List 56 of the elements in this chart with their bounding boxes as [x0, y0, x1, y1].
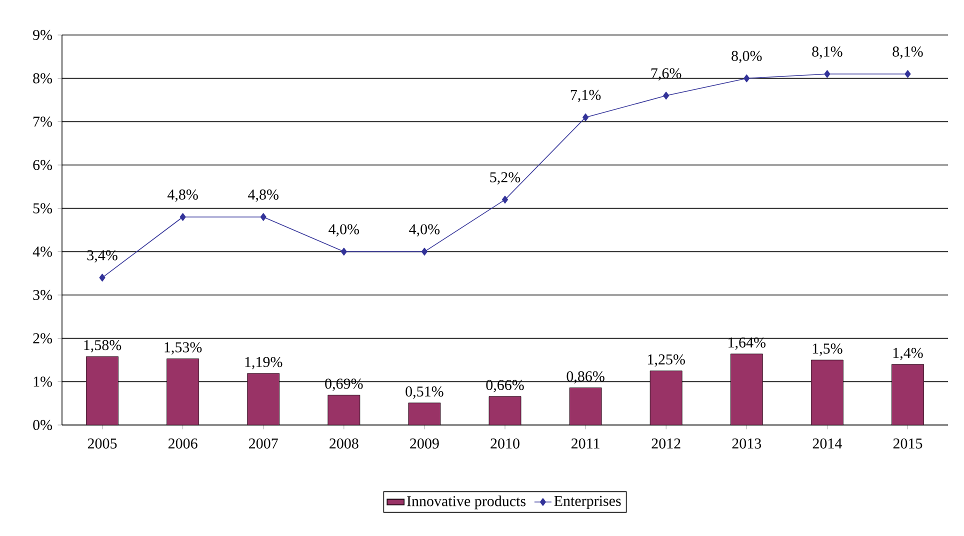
data-label: 0,51%: [406, 386, 444, 399]
data-label: 4,8%: [248, 190, 278, 202]
x-tick-label: 2011: [571, 438, 600, 449]
legend-label: Enterprises: [554, 496, 621, 510]
y-tick-label: 0%: [33, 420, 52, 430]
y-tick-label: 3%: [33, 290, 52, 300]
point: [502, 196, 508, 204]
data-label: 7,1%: [570, 90, 601, 102]
data-label: 5,2%: [490, 172, 520, 184]
data-label: 8,1%: [892, 46, 923, 59]
data-label: 8,0%: [732, 50, 762, 64]
data-label: 1,25%: [648, 354, 685, 367]
y-tick-label: 4%: [32, 246, 52, 257]
y-tick-label: 1%: [34, 376, 52, 387]
y-tick-label: 9%: [33, 30, 52, 40]
y-tick-label: 6%: [33, 160, 52, 170]
point: [824, 70, 830, 78]
data-label: 1,19%: [245, 356, 282, 370]
y-tick-label: 2%: [33, 333, 52, 344]
point: [260, 213, 266, 221]
data-label: 8,1%: [812, 46, 842, 59]
x-tick-label: 2010: [490, 438, 520, 449]
x-tick-label: 2013: [732, 438, 762, 449]
data-label: 0,66%: [486, 380, 524, 392]
data-label: 0,69%: [325, 378, 363, 391]
data-label: 4,0%: [409, 224, 440, 236]
data-label: 1,53%: [164, 342, 202, 355]
data-label: 0,86%: [566, 371, 604, 384]
point: [99, 274, 106, 282]
y-tick-label: 8%: [33, 73, 52, 84]
x-tick-label: 2015: [893, 438, 922, 449]
x-tick-label: 2006: [168, 438, 198, 449]
data-label: 1,58%: [84, 340, 122, 352]
data-label: 3,4%: [87, 250, 118, 262]
x-tick-label: 2005: [88, 438, 117, 449]
x-tick-label: 2014: [812, 438, 842, 449]
point: [421, 248, 428, 256]
legend-label: Innovative products: [407, 496, 526, 510]
data-label: 4,0%: [328, 224, 360, 236]
y-tick-label: 5%: [33, 203, 52, 214]
data-label: 1,64%: [728, 337, 766, 350]
x-tick-label: 2008: [330, 438, 358, 449]
point: [663, 92, 670, 100]
x-tick-label: 2007: [249, 438, 278, 449]
point: [582, 113, 589, 122]
x-tick-label: 2009: [410, 438, 439, 449]
y-tick-label: 7%: [34, 116, 52, 127]
data-label: 1,5%: [812, 344, 842, 356]
point: [180, 213, 186, 221]
data-label: 7,6%: [651, 68, 682, 80]
data-label: 4,8%: [167, 190, 198, 202]
point: [904, 70, 911, 78]
data-label: 1,4%: [893, 348, 923, 360]
point: [340, 248, 347, 256]
point: [744, 74, 750, 82]
x-tick-label: 2012: [652, 438, 680, 449]
